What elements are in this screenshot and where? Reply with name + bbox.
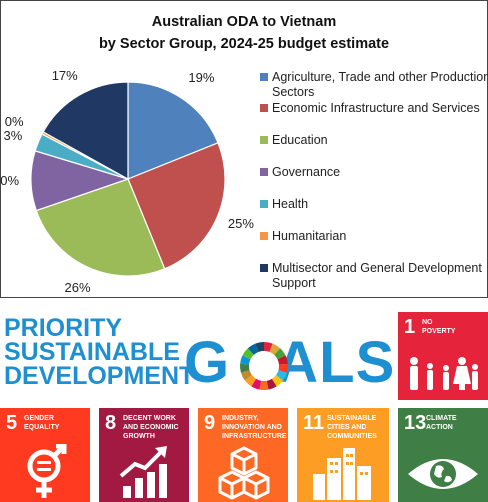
wheel-segment (247, 343, 259, 355)
chart-panel: Australian ODA to Vietnam by Sector Grou… (0, 0, 488, 298)
tile-number: 1 (404, 316, 416, 338)
sdg-heading-line-1: PRIORITY (4, 314, 123, 342)
sdg-tile-sustainable-cities: 11 SUSTAINABLE CITIES AND COMMUNITIES (297, 408, 389, 502)
sdg-tile-no-poverty: 1 NO POVERTY (398, 312, 488, 400)
goals-letter-g: G (184, 330, 231, 395)
wheel-center (249, 351, 279, 381)
city-icon (313, 448, 371, 500)
pie-label-2: 25% (227, 215, 254, 231)
legend-swatch (260, 232, 268, 240)
pie-chart (30, 81, 226, 277)
legend-label: Humanitarian (272, 229, 347, 243)
legend-label: Education (272, 133, 328, 147)
legend-label: Multisector and General Development Supp… (272, 261, 482, 290)
legend-swatch (260, 264, 268, 272)
chart-title-line-1: Australian ODA to Vietnam (151, 14, 337, 30)
pie-label-5: 3% (3, 127, 23, 143)
sdg-tile-climate-action: 13 CLIMATE ACTION (398, 408, 488, 502)
chart-title-line-2: by Sector Group, 2024-25 budget estimate (98, 36, 390, 52)
wheel-segment (269, 343, 281, 355)
legend-swatch (260, 200, 268, 208)
wheel-segment (264, 342, 273, 353)
tile-number: 11 (303, 412, 325, 434)
sdg-tile-decent-work: 8 DECENT WORK AND ECONOMIC GROWTH (99, 408, 189, 502)
sdg-wheel-icon (240, 342, 288, 390)
tile-label: INDUSTRY, INNOVATION AND INFRASTRUCTURE (222, 415, 287, 440)
pie-label-1: 19% (188, 69, 215, 85)
pie-label-3: 26% (64, 279, 91, 295)
pie-label-7: 17% (51, 67, 78, 83)
tile-number: 5 (6, 412, 18, 434)
legend-label: Governance (272, 165, 341, 179)
wheel-segment (274, 348, 286, 360)
pie-slice-3 (35, 178, 166, 277)
wheel-segment (240, 363, 250, 373)
sdg-tile-industry-innovation: 9 INDUSTRY, INNOVATION AND INFRASTRUCTUR… (198, 408, 288, 502)
tile-label: SUSTAINABLE CITIES AND COMMUNITIES (327, 415, 377, 440)
legend-swatch (260, 168, 268, 176)
wheel-segment (271, 375, 284, 387)
wheel-segment (278, 363, 288, 373)
pie-label-6: 0% (4, 114, 24, 130)
sdg-heading: PRIORITY SUSTAINABLE DEVELOPMENT (4, 314, 195, 390)
legend-swatch (260, 73, 268, 81)
earth-eye-icon (408, 459, 478, 489)
legend-swatch (260, 104, 268, 112)
wheel-segment (242, 348, 254, 360)
legend-label: Agriculture, Trade and other Production … (272, 70, 488, 99)
family-icon (410, 357, 478, 390)
wheel-segment (240, 355, 251, 365)
sdg-heading-line-3: DEVELOPMENT (4, 362, 195, 390)
wheel-segment (244, 375, 257, 387)
wheel-segment (240, 370, 253, 381)
gender-equality-icon (27, 444, 67, 498)
legend-swatch (260, 136, 268, 144)
tile-label: GENDER EQUALITY (24, 415, 60, 431)
wheel-segment (266, 378, 277, 390)
wheel-segment (259, 380, 269, 390)
legend-label: Economic Infrastructure and Services (272, 101, 480, 115)
growth-chart-icon (119, 446, 167, 498)
chart-title: Australian ODA to Vietnam by Sector Grou… (1, 11, 487, 55)
tile-number: 8 (105, 412, 117, 434)
tile-label: DECENT WORK AND ECONOMIC GROWTH (123, 415, 179, 440)
pie-label-4: 10% (0, 173, 20, 189)
legend-label: Health (272, 197, 309, 211)
tile-label: NO POVERTY (422, 319, 456, 335)
cubes-icon (218, 446, 270, 500)
pie-slice-7 (42, 81, 129, 181)
tile-number: 13 (404, 412, 427, 434)
sdg-tile-gender-equality: 5 GENDER EQUALITY (0, 408, 90, 502)
wheel-segment (255, 342, 264, 353)
sdg-heading-line-2: SUSTAINABLE (4, 338, 180, 366)
goals-letters-als: ALS (276, 330, 396, 395)
goals-wordmark: GOALS (184, 332, 395, 394)
tile-number: 9 (204, 412, 216, 434)
wheel-segment (277, 355, 288, 365)
pie-slice-1 (127, 81, 219, 180)
tile-label: CLIMATE ACTION (426, 415, 457, 431)
wheel-segment (275, 370, 288, 381)
sdg-banner: PRIORITY SUSTAINABLE DEVELOPMENT GOALS 1… (0, 300, 488, 502)
wheel-segment (251, 378, 262, 390)
